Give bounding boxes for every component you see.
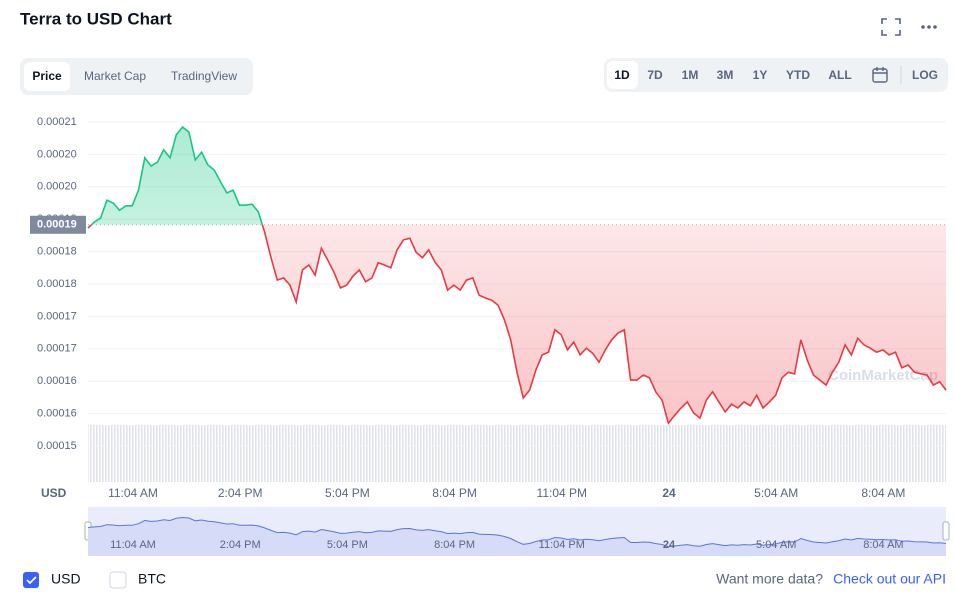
more-icon[interactable] — [921, 25, 937, 29]
tab-group — [20, 58, 253, 95]
range-button[interactable]: YTD — [786, 68, 810, 82]
footer-prompt: Want more data? — [716, 571, 823, 587]
range-button[interactable]: 1Y — [753, 68, 768, 82]
option-label: BTC — [138, 571, 166, 587]
navigator-area — [88, 517, 946, 556]
y-tick-label: 0.00017 — [37, 343, 77, 355]
price-line-up — [90, 125, 264, 225]
y-axis-label: USD — [41, 486, 67, 500]
calendar-icon[interactable] — [872, 67, 888, 83]
y-tick-label: 0.00018 — [37, 246, 77, 258]
checkbox-checked[interactable] — [23, 572, 39, 588]
price-line-down — [87, 224, 947, 425]
navigator-tick-label: 11:04 PM — [539, 539, 585, 551]
tab[interactable]: Price — [32, 69, 62, 83]
x-tick-label: 11:04 AM — [108, 486, 158, 500]
range-button[interactable]: 7D — [647, 68, 663, 82]
range-button[interactable]: 1D — [614, 68, 630, 82]
fullscreen-icon[interactable] — [881, 18, 901, 36]
y-tick-label: 0.00020 — [37, 181, 77, 193]
navigator-tick-label: 2:04 PM — [220, 539, 261, 551]
check-mark — [26, 576, 37, 585]
api-link[interactable]: Check out our API — [833, 571, 946, 587]
price-tag-label: 0.00019 — [37, 219, 77, 231]
y-tick-label: 0.00017 — [37, 310, 77, 322]
price-tag — [30, 215, 86, 234]
range-button[interactable]: LOG — [912, 68, 938, 82]
range-group — [604, 58, 948, 92]
x-tick-label: 2:04 PM — [218, 486, 263, 500]
range-button[interactable]: 1M — [682, 68, 699, 82]
x-tick-label: 5:04 PM — [325, 486, 370, 500]
y-tick-label: 0.00016 — [37, 375, 77, 387]
navigator-tick-label: 11:04 AM — [110, 539, 156, 551]
area-down — [88, 224, 946, 424]
range-button[interactable]: 3M — [717, 68, 734, 82]
navigator-tick-label: 5:04 AM — [756, 539, 796, 551]
checkbox[interactable] — [109, 571, 127, 589]
range-button[interactable]: ALL — [828, 68, 851, 82]
y-tick-label: 0.00021 — [37, 116, 77, 128]
tab-active — [24, 62, 70, 91]
navigator-line — [87, 516, 947, 548]
x-tick-label: 5:04 AM — [754, 486, 798, 500]
volume-backdrop — [88, 425, 946, 482]
y-tick-label: 0.00020 — [37, 148, 77, 160]
navigator-tick-label: 24 — [663, 539, 676, 551]
watermark: CoinMarketCap — [828, 367, 938, 384]
navigator-tick-label: 8:04 PM — [434, 539, 475, 551]
x-tick-label: 24 — [662, 486, 676, 500]
area-up — [88, 127, 946, 225]
tab[interactable]: Market Cap — [84, 69, 146, 83]
option-label: USD — [51, 571, 81, 587]
title: Terra to USD Chart — [20, 9, 172, 28]
range-active — [607, 61, 638, 89]
x-tick-label: 8:04 PM — [432, 486, 477, 500]
x-tick-label: 8:04 AM — [861, 486, 905, 500]
y-tick-label: 0.00015 — [37, 440, 77, 452]
y-tick-label: 0.00018 — [37, 278, 77, 290]
y-tick-label: 0.00016 — [37, 408, 77, 420]
x-tick-label: 11:04 PM — [537, 486, 587, 500]
navigator-tick-label: 5:04 PM — [327, 539, 368, 551]
tab[interactable]: TradingView — [171, 69, 237, 83]
navigator-tick-label: 8:04 AM — [863, 539, 903, 551]
navigator-handle[interactable] — [942, 521, 950, 541]
